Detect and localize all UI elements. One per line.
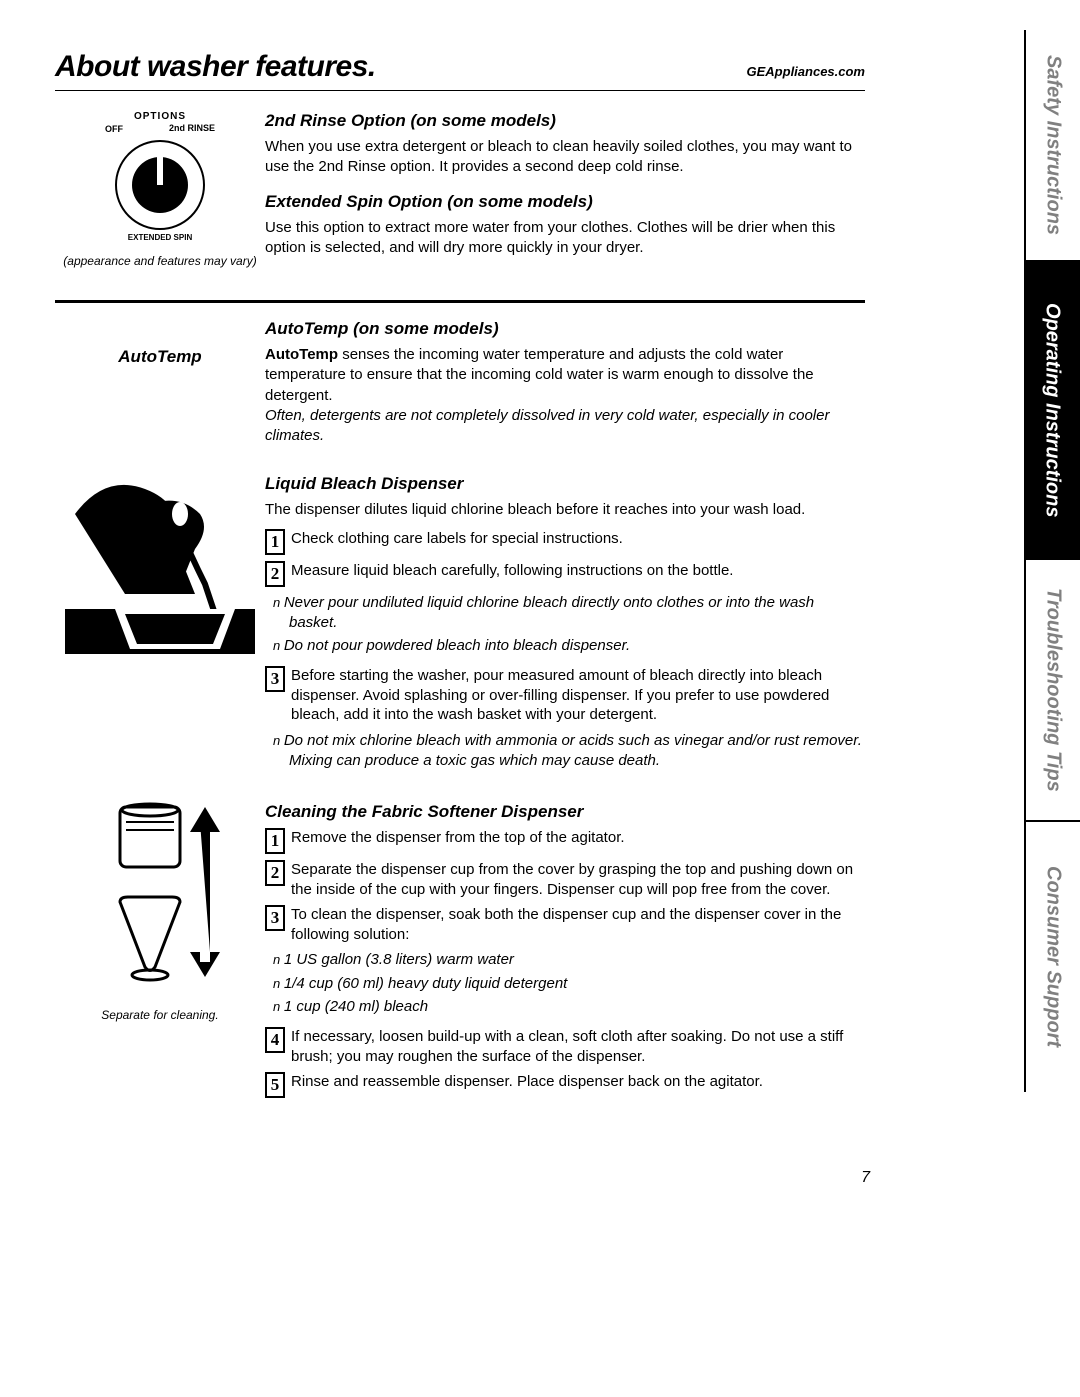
softener-ing-3: 1 cup (240 ml) bleach	[265, 997, 865, 1017]
options-illustration: OPTIONS OFF 2nd RINSE EXTENDED SPIN (app…	[55, 111, 265, 272]
options-dial-icon	[115, 140, 205, 230]
dial-extended-label: EXTENDED SPIN	[55, 234, 265, 242]
softener-step-5: 5Rinse and reassemble dispenser. Place d…	[265, 1072, 865, 1098]
tab-consumer[interactable]: Consumer Support	[1024, 822, 1080, 1092]
bleach-bullet-3: Do not mix chlorine bleach with ammonia …	[265, 731, 865, 772]
dial-off-label: OFF	[105, 124, 123, 134]
rinse-heading: 2nd Rinse Option (on some models)	[265, 111, 865, 131]
tab-safety[interactable]: Safety Instructions	[1024, 30, 1080, 260]
rinse-text: When you use extra detergent or bleach t…	[265, 137, 865, 178]
title-rule	[55, 90, 865, 91]
softener-step-2: 2Separate the dispenser cup from the cov…	[265, 860, 865, 899]
section-rule-1	[55, 300, 865, 303]
autotemp-heading: AutoTemp (on some models)	[265, 319, 865, 339]
options-note: (appearance and features may vary)	[55, 254, 265, 268]
softener-illustration	[100, 802, 220, 1002]
site-url: GEAppliances.com	[747, 64, 865, 79]
bleach-bullet-1: Never pour undiluted liquid chlorine ble…	[265, 593, 865, 634]
page-number: 7	[861, 1169, 870, 1187]
bleach-step-2: 2Measure liquid bleach carefully, follow…	[265, 561, 865, 587]
bleach-heading: Liquid Bleach Dispenser	[265, 474, 865, 494]
bleach-bullet-2: Do not pour powdered bleach into bleach …	[265, 636, 865, 656]
spin-heading: Extended Spin Option (on some models)	[265, 192, 865, 212]
softener-heading: Cleaning the Fabric Softener Dispenser	[265, 802, 865, 822]
autotemp-text: AutoTemp senses the incoming water tempe…	[265, 345, 865, 406]
softener-step-1: 1Remove the dispenser from the top of th…	[265, 828, 865, 854]
bleach-step-1: 1Check clothing care labels for special …	[265, 529, 865, 555]
softener-step-4: 4If necessary, loosen build-up with a cl…	[265, 1027, 865, 1066]
softener-step-3: 3To clean the dispenser, soak both the d…	[265, 905, 865, 944]
tab-troubleshooting[interactable]: Troubleshooting Tips	[1024, 560, 1080, 820]
spin-text: Use this option to extract more water fr…	[265, 218, 865, 259]
page-title: About washer features.	[55, 50, 865, 84]
softener-ing-2: 1/4 cup (60 ml) heavy duty liquid deterg…	[265, 974, 865, 994]
bleach-illustration	[65, 474, 255, 654]
softener-ing-1: 1 US gallon (3.8 liters) warm water	[265, 950, 865, 970]
sidebar-tabs: Safety Instructions Operating Instructio…	[1024, 30, 1080, 1170]
tab-operating[interactable]: Operating Instructions	[1024, 260, 1080, 560]
bleach-intro: The dispenser dilutes liquid chlorine bl…	[265, 500, 865, 520]
dial-rinse-label: 2nd RINSE	[169, 124, 215, 134]
autotemp-left-label: AutoTemp	[55, 347, 265, 367]
bleach-step-3: 3Before starting the washer, pour measur…	[265, 666, 865, 725]
autotemp-note: Often, detergents are not completely dis…	[265, 406, 865, 447]
softener-caption: Separate for cleaning.	[55, 1008, 265, 1022]
options-label: OPTIONS	[55, 111, 265, 122]
